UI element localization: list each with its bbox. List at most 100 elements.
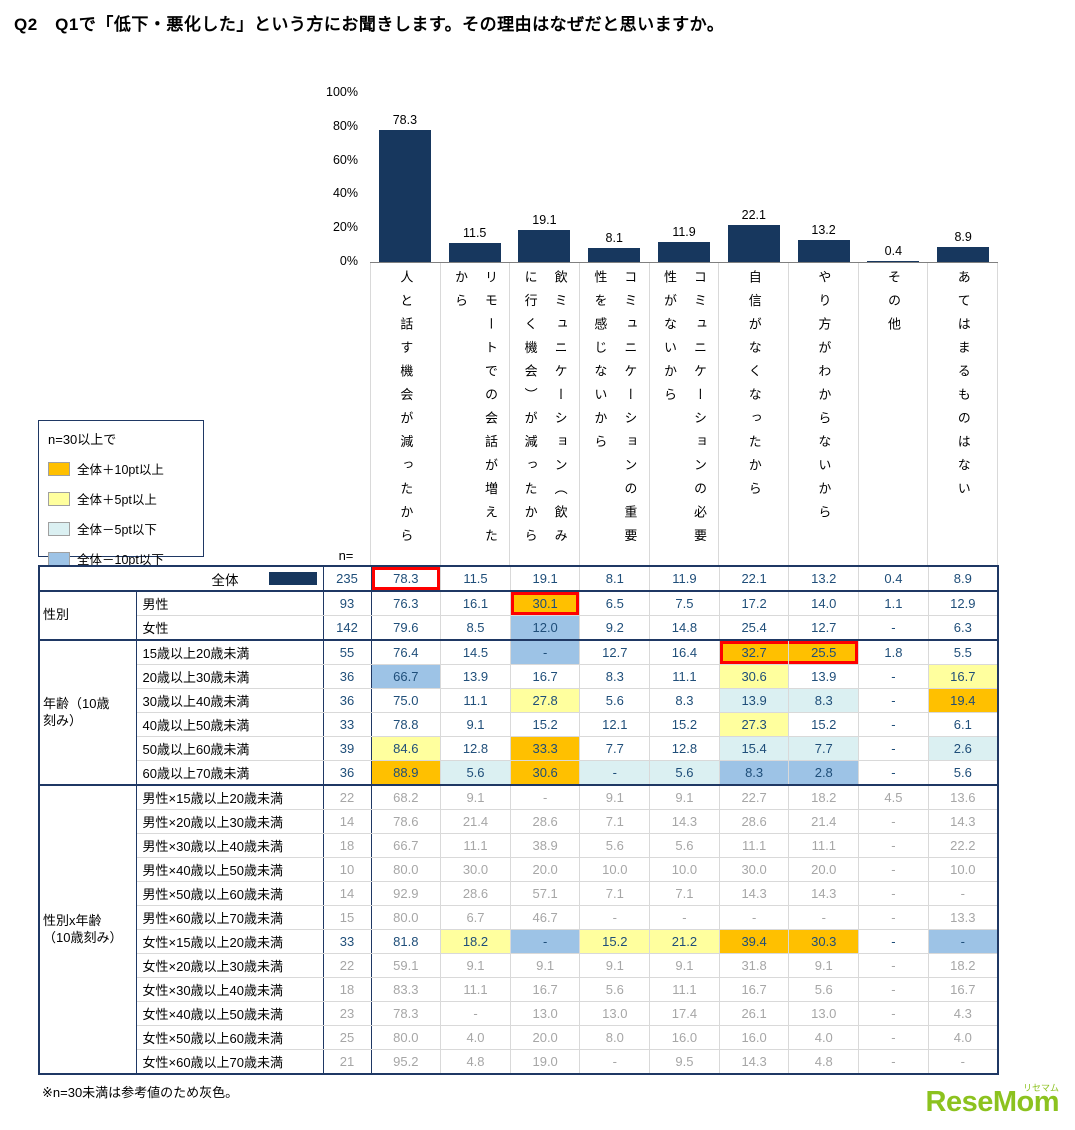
- data-cell: 9.1: [579, 784, 651, 810]
- data-cell: 20.0: [509, 857, 581, 882]
- data-cell: 9.1: [509, 953, 581, 978]
- bar-value-label: 11.5: [462, 225, 487, 240]
- data-cell: 19.1: [509, 565, 581, 592]
- bar-slot: 22.1: [719, 93, 789, 262]
- legend-swatch: [48, 551, 70, 566]
- data-cell: 18.2: [788, 784, 860, 810]
- logo-subtext: リセマム: [1022, 1083, 1059, 1093]
- data-cell: 9.1: [788, 953, 860, 978]
- data-cell: 16.1: [440, 590, 511, 616]
- category-headers: 人と話す機会が減ったから リモートでの会話が増えたから 飲ミュニケーション（飲みに行…: [370, 262, 999, 566]
- legend-items: 全体＋10pt以上 全体＋5pt以上 全体－5pt以下 全体－10pt以下: [48, 459, 203, 568]
- data-cell: 80.0: [370, 857, 442, 882]
- n-cell: 55: [322, 639, 372, 665]
- data-cell: 30.6: [718, 664, 790, 689]
- data-cell: 11.9: [649, 565, 720, 592]
- data-cell: 14.3: [649, 809, 720, 834]
- table-row: 男性×30歳以上40歳未満 18 66.7 11.1 38.9 5.6 5.6 11.1 11.…: [39, 833, 999, 858]
- data-cell: 14.0: [788, 590, 860, 616]
- data-cell: 0.4: [858, 565, 929, 592]
- data-cell: 8.3: [788, 688, 860, 713]
- plot-area: 78.3 11.5 19.1 8.1 11.9 22.1 13.2 0.4 8.9: [370, 93, 998, 262]
- category-header: リモートでの会話が増えたから: [441, 263, 511, 566]
- data-cell: 13.9: [718, 688, 790, 713]
- n-column-header: n=: [338, 548, 354, 563]
- legend-item: 全体－10pt以下: [48, 549, 203, 568]
- data-cell: 78.8: [370, 712, 442, 737]
- data-cell: 27.8: [509, 688, 581, 713]
- data-cell: 7.7: [579, 736, 651, 761]
- data-cell: 28.6: [509, 809, 581, 834]
- bar-value-label: 11.9: [672, 224, 696, 239]
- bar: [588, 248, 641, 262]
- data-cell: 13.0: [509, 1001, 581, 1026]
- data-cell: 16.7: [509, 977, 581, 1002]
- data-cell: 14.8: [649, 615, 720, 641]
- data-cell: 76.3: [370, 590, 442, 616]
- data-cell: 16.7: [927, 664, 999, 689]
- bar: [378, 129, 431, 262]
- n-cell: 235: [322, 565, 372, 592]
- data-cell: 80.0: [370, 1025, 442, 1050]
- data-cell: 4.0: [440, 1025, 511, 1050]
- n-cell: 36: [322, 664, 372, 689]
- legend-swatch: [48, 521, 70, 536]
- data-cell: 4.0: [927, 1025, 999, 1050]
- data-cell: 2.6: [927, 736, 999, 761]
- data-cell: 5.5: [927, 639, 999, 665]
- data-cell: 13.3: [927, 905, 999, 930]
- bar-slot: 19.1: [510, 93, 580, 262]
- data-cell: -: [788, 905, 860, 930]
- data-cell: -: [858, 905, 929, 930]
- legend-item: 全体＋5pt以上: [48, 489, 203, 508]
- table-row: 年齢（10歳 刻み） 15歳以上20歳未満 55 76.4 14.5-12.7 16.4 3…: [38, 639, 999, 786]
- row-label-cell: 60歳以上70歳未満: [135, 760, 324, 786]
- data-cell: 6.3: [927, 615, 999, 641]
- data-cell: 13.9: [788, 664, 860, 689]
- data-cell: 7.1: [649, 881, 720, 906]
- data-cell: 14.3: [718, 1049, 790, 1075]
- page-title: Q2 Q1で「低下・悪化した」という方にお聞きします。その理由はなぜだと思います…: [14, 15, 725, 34]
- data-cell: 33.3: [509, 736, 581, 761]
- data-cell: 7.7: [788, 736, 860, 761]
- n-cell: 10: [322, 857, 372, 882]
- data-cell: 15.2: [509, 712, 581, 737]
- data-cell: 14.3: [788, 881, 860, 906]
- data-cell: -: [858, 760, 929, 786]
- data-cell: 9.1: [579, 953, 651, 978]
- data-cell: 7.5: [649, 590, 720, 616]
- n-cell: 15: [322, 905, 372, 930]
- data-cell: -: [858, 833, 929, 858]
- data-cell: -: [718, 905, 790, 930]
- data-cell: 14.3: [927, 809, 999, 834]
- data-cell: 4.3: [927, 1001, 999, 1026]
- category-header-text: やり方がわからないから: [816, 270, 832, 529]
- data-cell: 30.0: [440, 857, 511, 882]
- data-cell: 7.1: [579, 881, 651, 906]
- data-cell: -: [927, 1049, 999, 1075]
- data-cell: 5.6: [579, 833, 651, 858]
- table-row: 女性 142 79.6 8.5 12.0 9.2 14.8 25.4 12.7-6.3: [39, 615, 999, 641]
- data-cell: 16.7: [509, 664, 581, 689]
- row-label-cell: 15歳以上20歳未満: [135, 639, 324, 665]
- data-cell: 13.2: [788, 565, 860, 592]
- data-cell: -: [927, 929, 999, 954]
- bar: [518, 229, 571, 262]
- table-row: 性別x年齢 （10歳刻み） 男性×15歳以上20歳未満 22 68.2 9.1-9.1 9…: [38, 784, 999, 1075]
- data-cell: 6.1: [927, 712, 999, 737]
- data-cell: 15.4: [718, 736, 790, 761]
- data-cell: 18.2: [440, 929, 511, 954]
- table-row: 60歳以上70歳未満 36 88.9 5.6 30.6-5.6 8.3 2.8-5.6: [39, 760, 999, 786]
- table-row: 40歳以上50歳未満 33 78.8 9.1 15.2 12.1 15.2 27.3 15.2-…: [39, 712, 999, 737]
- group-label-cell: 性別x年齢 （10歳刻み）: [38, 784, 137, 1075]
- data-cell: 9.1: [440, 784, 511, 810]
- category-header: コミュニケーションの重要性を感じないから: [580, 263, 650, 566]
- data-cell: 39.4: [718, 929, 790, 954]
- data-cell: 14.5: [440, 639, 511, 665]
- total-label-wrap: 全体: [40, 569, 322, 589]
- y-tick-label: 20%: [332, 220, 358, 235]
- n-cell: 18: [322, 833, 372, 858]
- data-cell: 31.8: [718, 953, 790, 978]
- category-header-text: コミュニケーションの重要性を感じないから: [592, 270, 638, 552]
- n-cell: 18: [322, 977, 372, 1002]
